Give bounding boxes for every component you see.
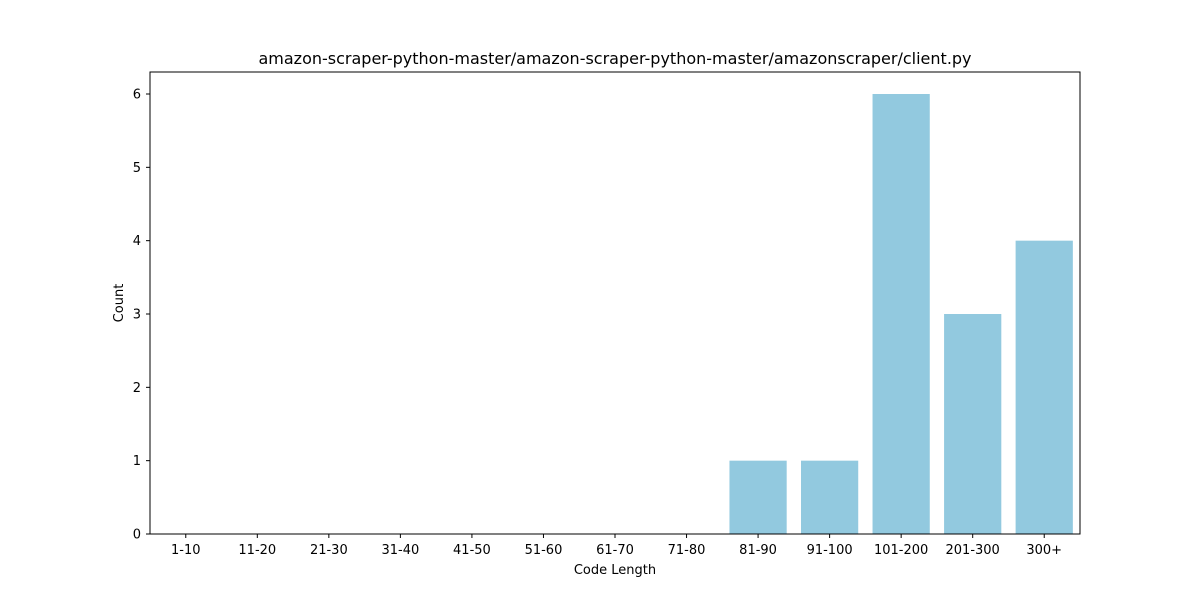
bar-101-200 bbox=[872, 94, 930, 534]
x-axis-label: Code Length bbox=[574, 563, 656, 578]
x-tick-label: 11-20 bbox=[238, 543, 276, 558]
chart-title: amazon-scraper-python-master/amazon-scra… bbox=[258, 49, 971, 68]
bar-201-300 bbox=[944, 314, 1002, 534]
y-tick-label: 3 bbox=[133, 308, 141, 323]
y-tick-label: 0 bbox=[133, 528, 141, 543]
x-tick-label: 41-50 bbox=[453, 543, 491, 558]
x-tick-label: 1-10 bbox=[171, 543, 201, 558]
plot-area-frame bbox=[149, 71, 1081, 535]
y-tick-label: 6 bbox=[133, 88, 141, 103]
bar-group bbox=[729, 94, 1073, 534]
y-tick-label: 4 bbox=[133, 234, 141, 249]
x-tick-label: 51-60 bbox=[525, 543, 563, 558]
bar-300+ bbox=[1015, 240, 1073, 534]
x-tick-label: 21-30 bbox=[310, 543, 348, 558]
y-axis-label: Count bbox=[112, 284, 127, 323]
bar-91-100 bbox=[801, 460, 859, 534]
x-tick-label: 81-90 bbox=[739, 543, 777, 558]
x-tick-label: 201-300 bbox=[946, 543, 1000, 558]
bar-81-90 bbox=[729, 460, 787, 534]
x-axis-ticks: 1-10 11-20 21-30 31-40 41-50 51-60 61-70 71-80 8… bbox=[171, 534, 1062, 558]
x-tick-label: 101-200 bbox=[874, 543, 928, 558]
x-tick-label: 91-100 bbox=[807, 543, 853, 558]
x-tick-label: 61-70 bbox=[596, 543, 634, 558]
x-tick-label: 31-40 bbox=[381, 543, 419, 558]
x-tick-label: 71-80 bbox=[668, 543, 706, 558]
y-tick-label: 5 bbox=[133, 161, 141, 176]
x-tick-label: 300+ bbox=[1026, 543, 1062, 558]
y-tick-label: 1 bbox=[133, 454, 141, 469]
y-axis-ticks: 0 1 2 3 4 5 6 bbox=[133, 88, 150, 543]
y-tick-label: 2 bbox=[133, 381, 141, 396]
